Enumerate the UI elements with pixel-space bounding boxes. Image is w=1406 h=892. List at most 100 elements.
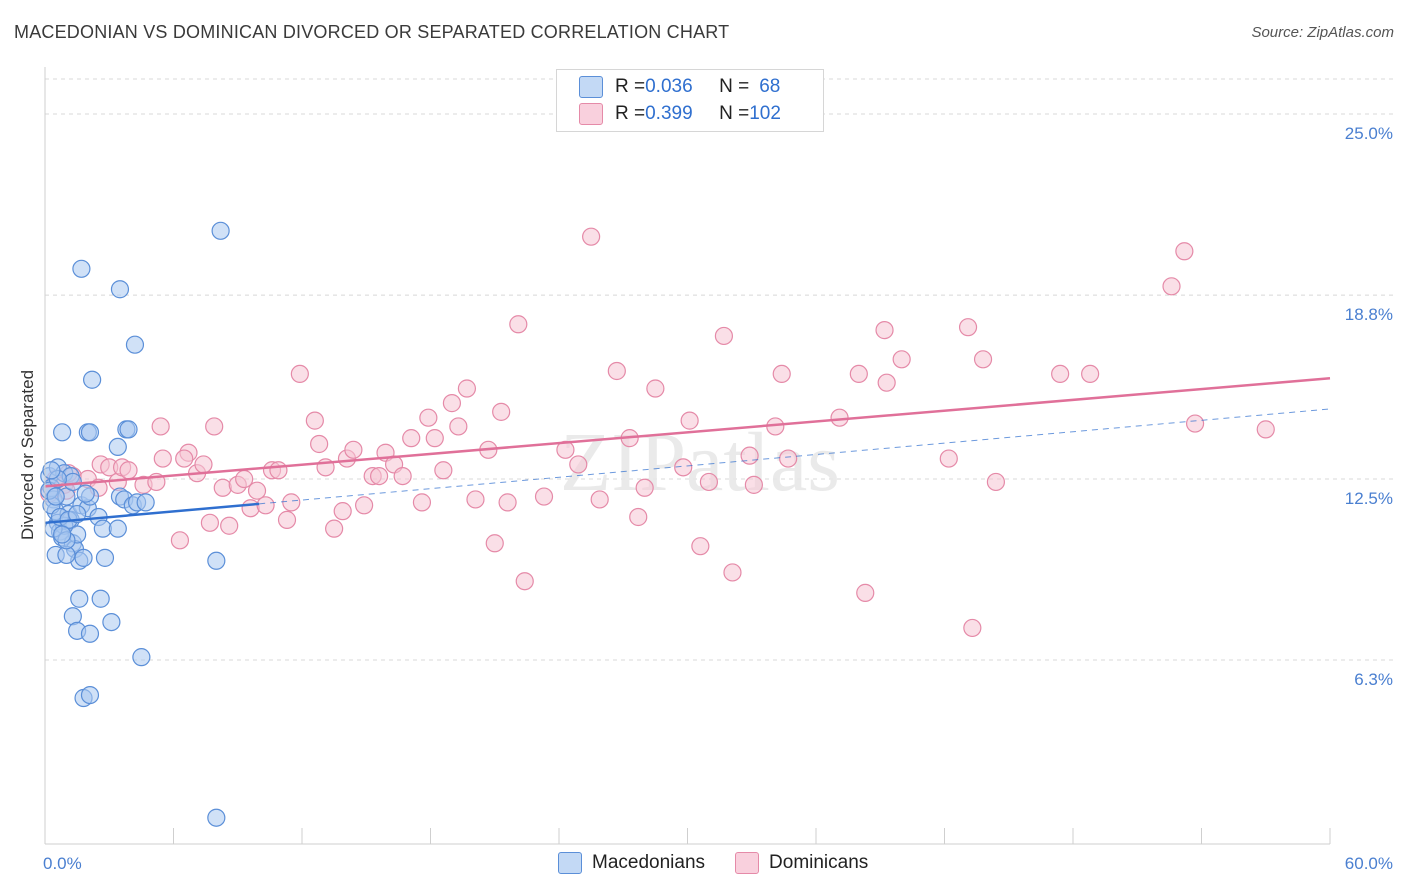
grid-layer bbox=[45, 78, 1395, 661]
dominican-point bbox=[534, 487, 554, 506]
macedonian-point bbox=[63, 472, 82, 492]
dominican-point bbox=[582, 227, 601, 246]
dominican-point bbox=[629, 507, 648, 527]
dominican-point bbox=[590, 490, 609, 509]
dominican-point bbox=[213, 478, 232, 497]
dominican-point bbox=[282, 493, 301, 512]
legend-item-macedonians[interactable]: Macedonians bbox=[558, 852, 705, 874]
dominican-point bbox=[699, 472, 719, 492]
y-tick-label: 6.3% bbox=[1354, 670, 1393, 689]
dominican-point bbox=[425, 429, 444, 448]
dominican-point bbox=[1185, 414, 1205, 433]
stats-legend: R = 0.036 N = 68 R = 0.399 N = 102 bbox=[556, 69, 824, 132]
macedonian-point bbox=[53, 423, 72, 442]
dominican-point bbox=[269, 461, 288, 480]
pink-swatch bbox=[735, 852, 760, 874]
legend-r-label: R = bbox=[615, 103, 646, 124]
dominican-point bbox=[779, 449, 798, 468]
dominican-point bbox=[492, 402, 511, 421]
dominican-point bbox=[170, 531, 190, 550]
dominican-point bbox=[1162, 277, 1181, 296]
dominican-point bbox=[305, 411, 324, 430]
macedonian-point bbox=[108, 519, 127, 538]
dominican-point bbox=[205, 417, 224, 436]
dominican-point bbox=[457, 379, 477, 398]
dominican-point bbox=[877, 373, 896, 392]
macedonian-point bbox=[80, 685, 100, 705]
dominican-point bbox=[772, 364, 791, 384]
y-tick-label: 25.0% bbox=[1345, 124, 1393, 143]
macedonian-point bbox=[46, 487, 65, 506]
legend-r-value: 0.399 bbox=[645, 103, 693, 124]
dominican-point bbox=[277, 510, 297, 529]
y-tick-label: 12.5% bbox=[1345, 489, 1393, 508]
macedonian-point bbox=[132, 648, 151, 667]
dominican-point bbox=[986, 472, 1006, 492]
dominican-point bbox=[466, 490, 485, 509]
macedonian-point bbox=[211, 221, 230, 240]
macedonian-point bbox=[72, 259, 91, 278]
legend-label-macedonians: Macedonians bbox=[592, 852, 706, 873]
dominican-point bbox=[220, 516, 239, 535]
y-axis-label: Divorced or Separated bbox=[18, 370, 37, 540]
dominican-point bbox=[256, 496, 275, 515]
dominican-point bbox=[963, 618, 982, 638]
macedonian-point bbox=[80, 423, 100, 442]
dominican-point bbox=[151, 417, 170, 436]
legend-r-value: 0.036 bbox=[645, 76, 693, 97]
macedonian-point bbox=[53, 525, 72, 544]
macedonian-point bbox=[74, 548, 93, 567]
dominican-point bbox=[856, 583, 875, 602]
x-tick-label: 60.0% bbox=[1345, 854, 1393, 873]
dominican-point bbox=[175, 449, 194, 468]
dominican-point bbox=[290, 364, 309, 384]
dominican-point bbox=[849, 364, 868, 384]
dominican-point bbox=[744, 475, 763, 494]
dominican-point bbox=[402, 429, 421, 448]
macedonian-point bbox=[207, 551, 226, 570]
dominican-point bbox=[569, 455, 588, 474]
axis-layer: 6.3% 12.5% 18.8% 25.0% 0.0% 60.0% bbox=[43, 67, 1393, 873]
blue-swatch bbox=[579, 76, 603, 98]
dominican-point bbox=[958, 318, 978, 337]
source-credit: Source: ZipAtlas.com bbox=[1251, 24, 1394, 41]
dominican-point bbox=[635, 478, 654, 497]
macedonian-point bbox=[108, 437, 127, 457]
dominican-point bbox=[412, 493, 432, 512]
macedonian-trend-extension bbox=[259, 408, 1331, 505]
dominican-point bbox=[393, 466, 412, 486]
dominican-point bbox=[370, 466, 389, 486]
legend-row-macedonians: R = 0.036 N = 68 bbox=[579, 75, 780, 99]
macedonian-point bbox=[110, 280, 130, 299]
macedonian-point bbox=[70, 589, 89, 608]
macedonian-point bbox=[68, 504, 87, 524]
dominican-point bbox=[1175, 242, 1194, 261]
dominican-point bbox=[723, 563, 742, 582]
legend-r-label: R = bbox=[615, 76, 646, 97]
dominican-point bbox=[325, 519, 344, 538]
dominican-point bbox=[355, 496, 374, 515]
dominican-point bbox=[674, 458, 693, 477]
chart-title: MACEDONIAN VS DOMINICAN DIVORCED OR SEPA… bbox=[14, 22, 730, 42]
trend-layer bbox=[44, 377, 1331, 525]
dominican-point bbox=[200, 513, 220, 532]
dominican-point bbox=[515, 572, 534, 591]
macedonian-point bbox=[136, 493, 155, 512]
macedonian-point bbox=[91, 589, 110, 608]
dominican-point bbox=[344, 440, 363, 459]
dominican-point bbox=[194, 455, 213, 474]
macedonian-point bbox=[80, 624, 100, 643]
dominican-point bbox=[830, 408, 849, 427]
dominican-point bbox=[1051, 364, 1070, 384]
macedonian-trend-line bbox=[44, 502, 260, 525]
dominican-point bbox=[153, 449, 172, 468]
dominican-point bbox=[241, 499, 260, 518]
dominican-point bbox=[498, 493, 517, 512]
legend-item-dominicans[interactable]: Dominicans bbox=[735, 852, 868, 874]
dominican-point bbox=[607, 361, 626, 381]
blue-swatch bbox=[558, 852, 582, 874]
macedonian-point bbox=[95, 548, 115, 567]
legend-row-dominicans: R = 0.399 N = 102 bbox=[579, 102, 781, 126]
dominican-point bbox=[892, 350, 911, 369]
x-tick-label: 0.0% bbox=[43, 854, 82, 873]
